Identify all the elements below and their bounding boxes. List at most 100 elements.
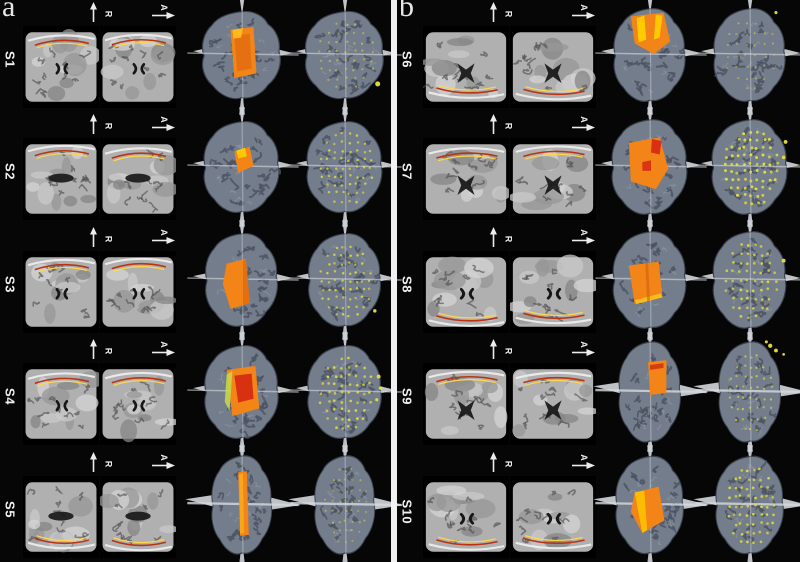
subject-label: S4	[2, 388, 18, 406]
right-axis-label: A	[159, 229, 169, 236]
subject-label: S9	[399, 388, 415, 406]
up-axis-label: R	[503, 123, 514, 130]
mri-slice	[510, 138, 596, 221]
up-axis-label: R	[103, 347, 114, 355]
mri-slice-pair	[23, 363, 176, 446]
mri-slice-pair	[23, 250, 176, 333]
subject-row-s10: S10 R A	[397, 444, 800, 562]
right-arrow-icon: A	[572, 3, 595, 20]
up-arrow-icon: R	[89, 339, 113, 360]
right-axis-label: A	[579, 453, 589, 461]
brain-render-patch	[187, 332, 299, 452]
right-arrow-icon: A	[152, 228, 175, 245]
right-arrow-icon: A	[572, 453, 595, 470]
right-axis-label: A	[159, 116, 169, 124]
right-arrow-icon: A	[152, 3, 175, 20]
up-arrow-icon: R	[489, 114, 513, 135]
up-axis-label: R	[103, 460, 114, 467]
right-arrow-icon: A	[152, 340, 175, 357]
subject-label: S8	[399, 275, 415, 293]
mri-slice	[510, 475, 596, 558]
up-arrow-icon: R	[89, 226, 113, 248]
subject-row-s2: S2 R A	[0, 107, 402, 228]
panel-b: b S6 R A S7 R A S8 R A S9 R A S10 R A	[397, 0, 800, 562]
right-axis-label: A	[159, 341, 169, 348]
brain-render-dots	[288, 444, 404, 562]
right-arrow-icon: A	[152, 453, 175, 470]
right-arrow-icon: A	[572, 340, 595, 357]
up-axis-label: R	[503, 235, 514, 243]
right-axis-label: A	[159, 4, 169, 11]
subject-label: S7	[399, 163, 415, 181]
brain-render-dots	[693, 332, 800, 452]
mri-slice	[100, 363, 176, 446]
mri-slice	[23, 363, 99, 446]
up-arrow-icon: R	[489, 339, 513, 360]
subject-row-s3: S3 R A	[0, 220, 402, 340]
brain-render-patch	[593, 332, 709, 452]
subject-label: S2	[2, 163, 18, 181]
up-arrow-icon: R	[89, 451, 113, 473]
mri-slice-pair	[423, 138, 596, 221]
mri-slice	[423, 138, 509, 221]
brain-render-patch	[187, 220, 299, 340]
up-axis-label: R	[103, 10, 114, 18]
subject-label: S3	[2, 275, 18, 293]
mri-slice-pair	[423, 26, 596, 108]
right-arrow-icon: A	[572, 115, 595, 132]
brain-render-dots	[693, 444, 800, 562]
subject-label: S6	[399, 51, 415, 68]
brain-render-patch	[595, 0, 707, 115]
panel-a: a S1 R A S2 R A S3 R A S4 R A S5 R A	[0, 0, 404, 562]
mri-slice	[510, 363, 596, 446]
subject-label: S1	[2, 51, 18, 68]
mri-slice	[100, 250, 176, 333]
brain-render-dots	[290, 220, 402, 340]
mri-slice	[423, 363, 509, 446]
mri-slice-pair	[423, 250, 596, 333]
right-axis-label: A	[579, 341, 589, 348]
subject-label: S10	[399, 499, 415, 524]
mri-slice	[100, 138, 176, 221]
brain-render-dots	[290, 0, 402, 115]
mri-slice	[423, 250, 509, 333]
brain-render-dots	[290, 332, 402, 452]
subject-label: S5	[2, 500, 18, 518]
brain-render-dots	[695, 107, 800, 228]
mri-slice-pair	[423, 475, 596, 558]
up-arrow-icon: R	[489, 2, 513, 23]
mri-slice	[510, 250, 596, 333]
up-axis-label: R	[503, 460, 514, 467]
mri-slice	[423, 26, 509, 108]
subject-row-s1: S1 R A	[0, 0, 402, 115]
right-axis-label: A	[579, 116, 589, 124]
subject-row-s9: S9 R A	[397, 332, 800, 452]
right-axis-label: A	[579, 4, 589, 11]
mri-slice-pair	[23, 138, 176, 221]
brain-render-patch	[595, 220, 707, 340]
brain-render-patch	[593, 444, 709, 562]
up-axis-label: R	[103, 123, 114, 130]
subject-row-s4: S4 R A	[0, 332, 402, 452]
right-axis-label: A	[579, 229, 589, 236]
right-arrow-icon: A	[152, 115, 175, 132]
up-arrow-icon: R	[489, 226, 513, 248]
right-arrow-icon: A	[572, 228, 595, 245]
brain-render-patch	[187, 0, 299, 115]
subject-row-s8: S8 R A	[397, 220, 800, 340]
panel-divider	[391, 0, 397, 562]
subject-row-s5: S5 R A	[0, 444, 404, 562]
mri-slice	[100, 475, 176, 558]
up-arrow-icon: R	[489, 451, 513, 473]
brain-render-patch	[185, 444, 301, 562]
